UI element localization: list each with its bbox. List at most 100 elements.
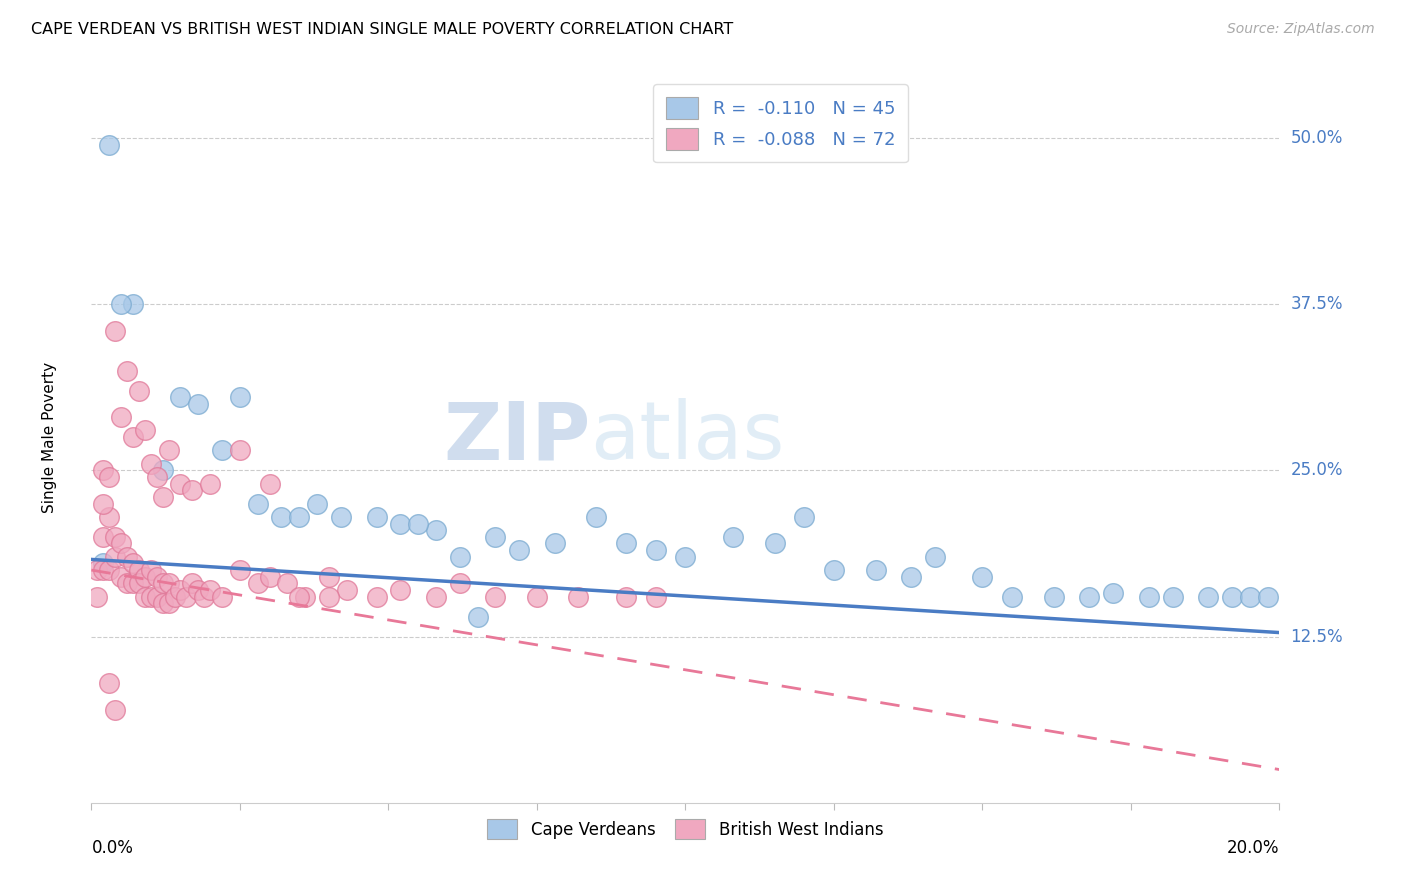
Point	[98, 509, 121, 524]
Point	[152, 463, 174, 477]
Text: 25.0%: 25.0%	[1291, 461, 1343, 479]
Point	[115, 363, 138, 377]
Point	[259, 570, 281, 584]
Point	[793, 509, 815, 524]
Point	[157, 576, 180, 591]
Point	[229, 443, 252, 458]
Point	[200, 582, 222, 597]
Point	[104, 324, 127, 338]
Point	[115, 576, 138, 591]
Point	[544, 536, 567, 550]
Point	[104, 703, 127, 717]
Point	[763, 536, 786, 550]
Point	[134, 590, 156, 604]
Point	[318, 590, 340, 604]
Point	[139, 590, 162, 604]
Point	[229, 563, 252, 577]
Text: 37.5%: 37.5%	[1291, 295, 1343, 313]
Point	[406, 516, 429, 531]
Point	[98, 676, 121, 690]
Text: Single Male Poverty: Single Male Poverty	[42, 361, 58, 513]
Point	[484, 530, 506, 544]
Point	[1042, 590, 1064, 604]
Point	[270, 509, 292, 524]
Point	[823, 563, 845, 577]
Point	[134, 570, 156, 584]
Point	[145, 570, 167, 584]
Point	[318, 570, 340, 584]
Text: 12.5%: 12.5%	[1291, 628, 1343, 646]
Point	[110, 410, 132, 425]
Point	[924, 549, 946, 564]
Point	[508, 543, 530, 558]
Point	[145, 470, 167, 484]
Text: 0.0%: 0.0%	[91, 839, 134, 857]
Point	[211, 590, 233, 604]
Point	[98, 137, 121, 152]
Point	[169, 582, 191, 597]
Point	[128, 384, 150, 398]
Point	[128, 576, 150, 591]
Point	[104, 549, 127, 564]
Point	[152, 490, 174, 504]
Point	[449, 576, 471, 591]
Point	[614, 590, 637, 604]
Point	[181, 576, 204, 591]
Point	[1197, 590, 1219, 604]
Point	[110, 570, 132, 584]
Point	[336, 582, 359, 597]
Point	[288, 509, 311, 524]
Point	[122, 557, 145, 571]
Point	[91, 497, 114, 511]
Point	[86, 563, 108, 577]
Point	[169, 476, 191, 491]
Text: ZIP: ZIP	[443, 398, 591, 476]
Point	[673, 549, 696, 564]
Point	[139, 457, 162, 471]
Point	[134, 424, 156, 438]
Point	[122, 297, 145, 311]
Point	[122, 576, 145, 591]
Point	[389, 582, 412, 597]
Point	[163, 590, 186, 604]
Point	[139, 563, 162, 577]
Point	[585, 509, 607, 524]
Point	[259, 476, 281, 491]
Point	[115, 549, 138, 564]
Text: atlas: atlas	[591, 398, 785, 476]
Point	[200, 476, 222, 491]
Point	[91, 530, 114, 544]
Point	[229, 390, 252, 404]
Point	[145, 590, 167, 604]
Point	[91, 563, 114, 577]
Point	[467, 609, 489, 624]
Point	[1137, 590, 1160, 604]
Point	[187, 582, 209, 597]
Point	[449, 549, 471, 564]
Point	[1161, 590, 1184, 604]
Point	[169, 390, 191, 404]
Point	[110, 297, 132, 311]
Text: CAPE VERDEAN VS BRITISH WEST INDIAN SINGLE MALE POVERTY CORRELATION CHART: CAPE VERDEAN VS BRITISH WEST INDIAN SING…	[31, 22, 733, 37]
Point	[307, 497, 329, 511]
Point	[1257, 590, 1279, 604]
Point	[644, 590, 666, 604]
Point	[152, 576, 174, 591]
Point	[1239, 590, 1261, 604]
Point	[187, 397, 209, 411]
Point	[211, 443, 233, 458]
Point	[366, 509, 388, 524]
Point	[389, 516, 412, 531]
Point	[614, 536, 637, 550]
Point	[276, 576, 298, 591]
Point	[1220, 590, 1243, 604]
Point	[157, 443, 180, 458]
Point	[98, 563, 121, 577]
Point	[1102, 585, 1125, 599]
Point	[865, 563, 887, 577]
Point	[176, 590, 198, 604]
Point	[526, 590, 548, 604]
Point	[110, 536, 132, 550]
Point	[644, 543, 666, 558]
Point	[567, 590, 589, 604]
